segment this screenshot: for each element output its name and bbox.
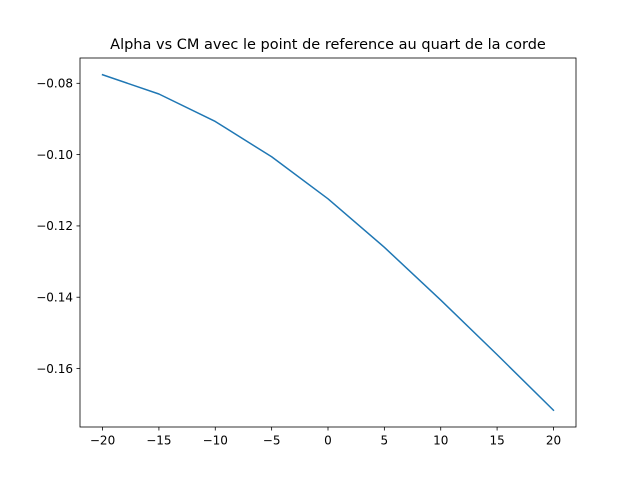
- y-tick-label: −0.10: [36, 148, 73, 162]
- x-tick-label: 15: [489, 434, 504, 448]
- x-tick-label: −15: [146, 434, 171, 448]
- series-layer: [101, 73, 555, 412]
- chart-title: Alpha vs CM avec le point de reference a…: [110, 37, 546, 53]
- x-tick-label: −10: [203, 434, 228, 448]
- y-tick-label: −0.08: [36, 77, 73, 91]
- x-tick-label: −5: [263, 434, 281, 448]
- x-tick-label: 20: [546, 434, 561, 448]
- y-tick-label: −0.12: [36, 219, 73, 233]
- series-line: [101, 73, 555, 412]
- plot-area: [80, 58, 576, 427]
- x-tick-label: −20: [90, 434, 115, 448]
- x-tick-label: 5: [381, 434, 389, 448]
- x-tick-label: 10: [433, 434, 448, 448]
- x-axis: −20 −15 −10 −5 0 5 10 15 20: [90, 427, 561, 448]
- x-tick-label: 0: [324, 434, 332, 448]
- y-tick-label: −0.16: [36, 362, 73, 376]
- y-tick-label: −0.14: [36, 291, 73, 305]
- y-axis: −0.08 −0.10 −0.12 −0.14 −0.16: [36, 77, 80, 376]
